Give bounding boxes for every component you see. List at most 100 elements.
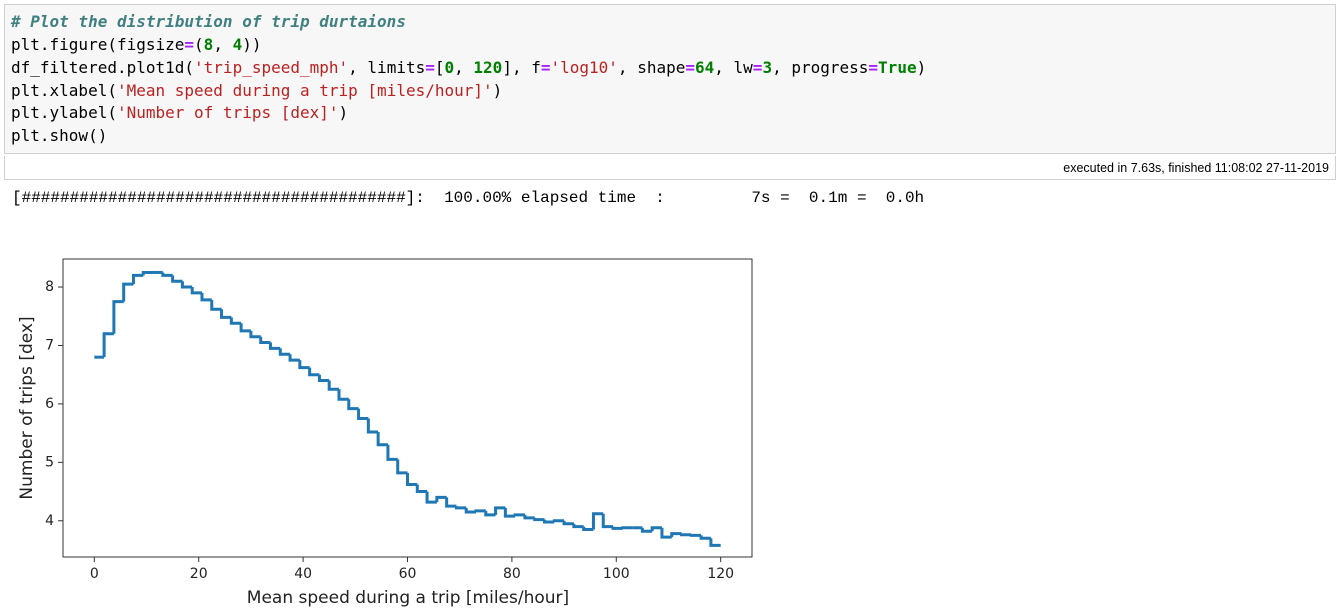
code-line: # Plot the distribution of trip durtaion… <box>11 12 406 31</box>
code-cell[interactable]: # Plot the distribution of trip durtaion… <box>4 4 1336 154</box>
histogram-step <box>288 354 300 362</box>
code-token: plt.figure(figsize <box>11 35 185 54</box>
histogram-step <box>523 514 535 520</box>
histogram-step <box>200 292 212 302</box>
histogram-step <box>180 281 193 289</box>
code-token: )) <box>242 35 262 54</box>
histogram-step <box>445 497 457 508</box>
histogram-step <box>494 506 506 515</box>
code-token: 64 <box>695 58 715 77</box>
histogram-step <box>229 317 242 325</box>
code-line: plt.show() <box>11 126 107 145</box>
code-token: , <box>454 58 474 77</box>
histogram-step <box>278 348 291 356</box>
code-token: 'trip_speed_mph' <box>194 58 349 77</box>
code-token: = <box>540 58 551 77</box>
histogram-step <box>513 513 525 517</box>
code-token: , lw <box>714 58 753 77</box>
histogram-step <box>709 538 721 547</box>
code-token: = <box>685 58 695 77</box>
plot-frame <box>62 258 753 558</box>
code-token: 'Number of trips [dex]' <box>116 103 339 122</box>
code-token: ) <box>916 58 927 77</box>
code-line: plt.figure(figsize=(8, 4)) <box>11 35 261 54</box>
histogram-step <box>171 275 183 283</box>
histogram-step <box>122 282 134 302</box>
histogram-step <box>131 273 144 285</box>
histogram-step <box>562 520 574 526</box>
x-tick-label: 120 <box>707 566 734 582</box>
code-token: 0 <box>444 58 455 77</box>
code-token: df_filtered.plot1d( <box>11 58 195 77</box>
code-token: , <box>213 35 233 54</box>
y-tick-label: 7 <box>45 337 54 353</box>
code-line: df_filtered.plot1d('trip_speed_mph', lim… <box>11 58 926 77</box>
histogram-step <box>357 408 369 421</box>
y-axis-label: Number of trips [dex] <box>17 316 37 499</box>
code-token: 3 <box>762 58 773 77</box>
code-token: ( <box>194 35 204 54</box>
histogram-step <box>327 380 339 391</box>
histogram-step <box>464 507 477 514</box>
histogram-step <box>268 342 281 350</box>
code-token: , limits <box>348 58 426 77</box>
code-line: plt.ylabel('Number of trips [dex]') <box>11 103 348 122</box>
histogram-step <box>298 360 310 370</box>
histogram-step <box>591 512 604 530</box>
histogram-step <box>347 399 359 411</box>
histogram-step <box>220 309 232 319</box>
x-axis-label: Mean speed during a trip [miles/hour] <box>247 588 569 608</box>
histogram-step <box>141 270 154 276</box>
histogram-step <box>161 272 173 277</box>
histogram-step <box>337 389 349 401</box>
histogram-step <box>317 374 330 383</box>
histogram-step <box>640 527 653 533</box>
histogram-step <box>503 507 516 518</box>
code-token: = <box>752 58 763 77</box>
code-token: 8 <box>203 35 214 54</box>
histogram-step <box>621 526 633 530</box>
code-line: plt.xlabel('Mean speed during a trip [mi… <box>11 81 502 100</box>
histogram-step <box>601 513 614 529</box>
code-token: plt.ylabel( <box>11 103 117 122</box>
code-token: [ <box>434 58 445 77</box>
x-tick-label: 20 <box>190 566 208 582</box>
x-tick-label: 80 <box>503 566 521 582</box>
histogram-step <box>484 510 496 517</box>
histogram-step <box>474 509 486 513</box>
y-tick-label: 8 <box>45 279 54 295</box>
code-token: plt.xlabel( <box>11 81 117 100</box>
x-tick-label: 40 <box>294 566 312 582</box>
code-token: 120 <box>473 58 503 77</box>
histogram-step <box>308 367 320 377</box>
histogram-step <box>190 287 202 295</box>
code-token: = <box>425 58 435 77</box>
progress-output: [#######################################… <box>12 189 925 207</box>
code-token: # Plot the distribution of trip durtaion… <box>11 12 406 31</box>
x-tick-label: 100 <box>603 566 630 582</box>
code-token: = <box>868 58 879 77</box>
histogram-step <box>611 526 623 530</box>
histogram-step <box>543 519 555 524</box>
histogram-step <box>210 299 222 311</box>
code-token: = <box>184 35 195 54</box>
histogram-step <box>650 526 662 532</box>
code-token: ) <box>492 81 503 100</box>
histogram-step <box>689 533 702 537</box>
histogram-step <box>259 336 271 345</box>
x-tick-label: 0 <box>90 566 99 582</box>
histogram-step <box>102 332 114 358</box>
histogram-step <box>670 532 682 538</box>
histogram-step <box>425 491 437 504</box>
histogram-step <box>552 519 565 523</box>
histogram-step <box>366 418 379 434</box>
code-token: True <box>878 58 917 77</box>
code-token: ], f <box>502 58 541 77</box>
code-token: 'Mean speed during a trip [miles/hour]' <box>116 81 493 100</box>
code-token: , shape <box>617 58 686 77</box>
code-token: , progress <box>772 58 869 77</box>
code-token: 'log10' <box>550 58 618 77</box>
chart: Mean speed during a trip [miles/hour] Nu… <box>17 258 753 608</box>
histogram-step <box>454 506 467 510</box>
